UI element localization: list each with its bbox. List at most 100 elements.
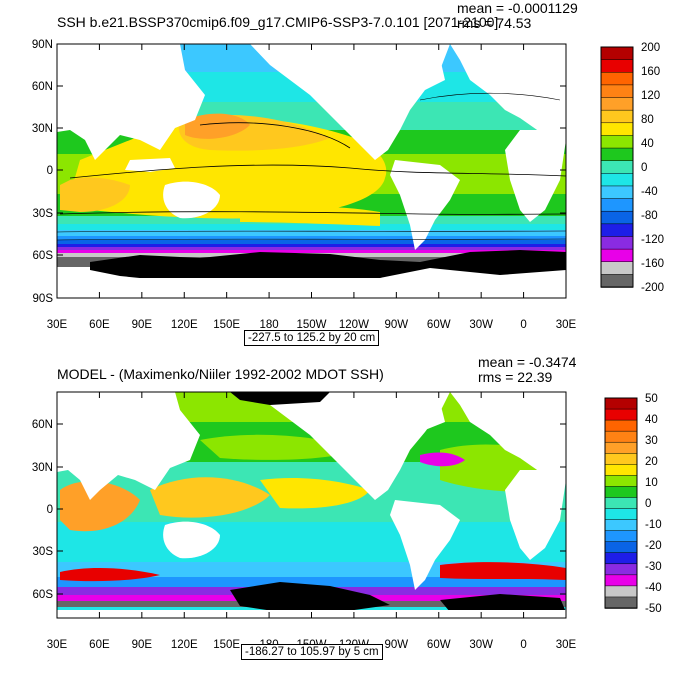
colorbar-label: 40 xyxy=(645,414,658,426)
colorbar-label: -120 xyxy=(641,234,664,246)
p2-land-africa xyxy=(505,470,566,560)
p2-gulf-stream xyxy=(420,452,465,467)
lat-label: 30N xyxy=(32,123,53,135)
p1-band-south-4 xyxy=(57,236,566,240)
p1-south-pacific xyxy=(240,206,380,226)
lon-label: 60W xyxy=(427,639,451,651)
colorbar-swatch xyxy=(600,274,634,288)
lon-label: 30E xyxy=(556,639,577,651)
colorbar-label: -80 xyxy=(641,210,658,222)
lon-label: 90W xyxy=(385,639,409,651)
colorbar-label: 40 xyxy=(641,138,654,150)
colorbar-label: -30 xyxy=(645,561,662,573)
colorbar-label: 10 xyxy=(645,477,658,489)
colorbar-swatch xyxy=(600,248,634,263)
colorbar-swatch xyxy=(600,173,634,187)
colorbar-label: -10 xyxy=(645,519,662,531)
p1-antarctica-ice xyxy=(90,250,566,282)
p1-land-australia xyxy=(163,181,220,219)
p1-land-namerica xyxy=(250,44,450,160)
p2-south-indian-red xyxy=(60,568,160,582)
panel-2-title: MODEL - (Maximenko/Niiler 1992-2002 MDOT… xyxy=(57,366,384,382)
p2-pacific-west xyxy=(150,477,270,518)
p1-band-south-7 xyxy=(57,247,566,250)
colorbar-swatch xyxy=(600,147,634,162)
colorbar-swatch xyxy=(600,84,634,99)
lon-label: 180 xyxy=(259,319,278,331)
panel-1-range-box: -227.5 to 125.2 by 20 cm xyxy=(244,330,380,346)
p1-land-eurasia xyxy=(57,44,205,160)
p1-band-south-8 xyxy=(57,250,566,253)
lat-label: 60S xyxy=(33,250,54,262)
colorbar-swatch xyxy=(600,210,634,225)
colorbar-swatch xyxy=(604,397,638,410)
colorbar-swatch xyxy=(604,475,638,488)
colorbar-swatch xyxy=(604,464,638,477)
colorbar-frame xyxy=(604,397,638,609)
p2-arctic-ice xyxy=(230,392,330,405)
colorbar-label: 50 xyxy=(645,393,658,405)
colorbar-swatch xyxy=(604,530,638,543)
colorbar-swatch xyxy=(604,441,638,455)
colorbar-swatch xyxy=(604,486,638,499)
colorbar-swatch xyxy=(604,585,638,598)
panel-1-mean: mean = -0.0001129 xyxy=(457,0,578,16)
p1-contour-6 xyxy=(419,92,561,101)
p1-land-indonesia xyxy=(125,158,175,172)
p1-contour-1 xyxy=(69,164,566,179)
colorbar-swatch xyxy=(600,109,634,124)
p1-land-samerica xyxy=(390,160,460,250)
colorbar-label: 20 xyxy=(645,456,658,468)
lon-label: 0 xyxy=(520,319,526,331)
p2-land-namerica xyxy=(250,392,450,500)
panel-2-range-box: -186.27 to 105.97 by 5 cm xyxy=(241,644,383,660)
lon-label: 120E xyxy=(171,319,198,331)
colorbar-swatch xyxy=(604,408,638,421)
lon-label: 30E xyxy=(556,319,577,331)
p1-land-africa xyxy=(505,130,566,222)
colorbar-swatch xyxy=(604,453,638,466)
colorbar-swatch xyxy=(600,122,634,137)
p1-land-europe xyxy=(450,44,566,132)
p2-south-atlantic-red xyxy=(440,562,566,580)
colorbar-swatch xyxy=(600,97,634,111)
panel-2-rms: rms = 22.39 xyxy=(478,369,553,385)
p2-pacific-yellow xyxy=(260,478,370,509)
lat-label: 60S xyxy=(33,589,54,601)
p2-land-samerica xyxy=(390,500,460,590)
colorbar-frame xyxy=(600,46,634,288)
colorbar-label: -40 xyxy=(641,186,658,198)
lon-label: 60W xyxy=(427,319,451,331)
p2-land-europe xyxy=(450,392,566,472)
lat-label: 60N xyxy=(32,81,53,93)
colorbar-label: -40 xyxy=(645,582,662,594)
colorbar-swatch xyxy=(604,497,638,510)
colorbar-label: -200 xyxy=(641,282,664,294)
colorbar-label: 30 xyxy=(645,435,658,447)
p2-antarctica-ice xyxy=(230,582,390,612)
lat-label: 30N xyxy=(32,462,53,474)
colorbar-swatch xyxy=(600,135,634,149)
colorbar-swatch xyxy=(604,541,638,554)
colorbar-swatch xyxy=(600,198,634,212)
lon-label: 150W xyxy=(296,319,326,331)
lat-label: 90S xyxy=(33,293,54,305)
colorbar-label: 120 xyxy=(641,90,660,102)
colorbar-swatch xyxy=(600,46,634,61)
colorbar-swatch xyxy=(604,552,638,565)
colorbar-swatch xyxy=(604,419,638,432)
p2-land-greenland xyxy=(410,400,445,430)
p1-band-south-3 xyxy=(57,230,566,236)
lat-label: 0 xyxy=(47,504,53,516)
colorbar-label: 0 xyxy=(641,162,647,174)
colorbar-label: -50 xyxy=(645,603,662,615)
panel-2-mean: mean = -0.3474 xyxy=(478,354,577,370)
p1-contour-5 xyxy=(199,122,351,149)
colorbar-swatch xyxy=(600,236,634,250)
lon-label: 90E xyxy=(132,319,153,331)
lon-label: 30W xyxy=(469,319,493,331)
lon-label: 30W xyxy=(469,639,493,651)
p2-band-south-2 xyxy=(57,562,566,577)
p1-band-south-2 xyxy=(57,224,566,230)
